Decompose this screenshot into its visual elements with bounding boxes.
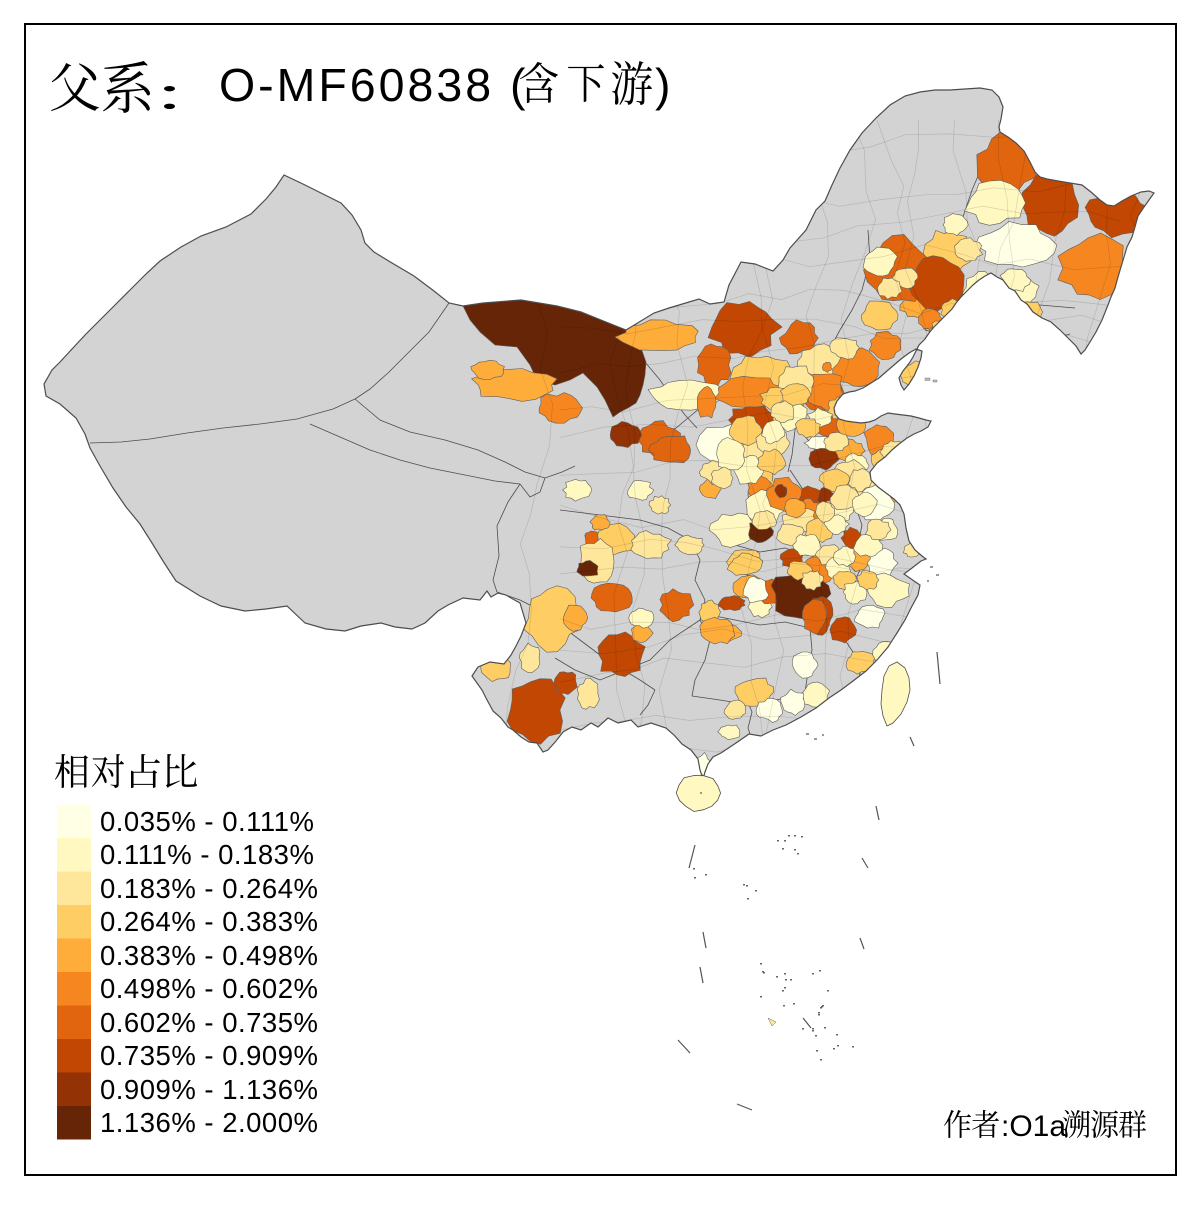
svg-text::O1a: :O1a [1001,1110,1066,1143]
svg-text:0.264% - 0.383%: 0.264% - 0.383% [100,906,318,937]
svg-text:0.035% - 0.111%: 0.035% - 0.111% [100,806,314,837]
svg-text:O-MF60838 (: O-MF60838 ( [219,59,529,111]
svg-text:0.383% - 0.498%: 0.383% - 0.498% [100,940,318,971]
svg-text:0.735% - 0.909%: 0.735% - 0.909% [100,1040,318,1071]
svg-text:0.909% - 1.136%: 0.909% - 1.136% [100,1074,318,1105]
svg-text:0.602% - 0.735%: 0.602% - 0.735% [100,1007,318,1038]
svg-text:1.136% - 2.000%: 1.136% - 2.000% [100,1107,318,1138]
svg-text:0.498% - 0.602%: 0.498% - 0.602% [100,973,318,1004]
svg-text:0.183% - 0.264%: 0.183% - 0.264% [100,873,318,904]
svg-text:0.111% - 0.183%: 0.111% - 0.183% [100,839,314,870]
svg-text:): ) [655,59,671,111]
